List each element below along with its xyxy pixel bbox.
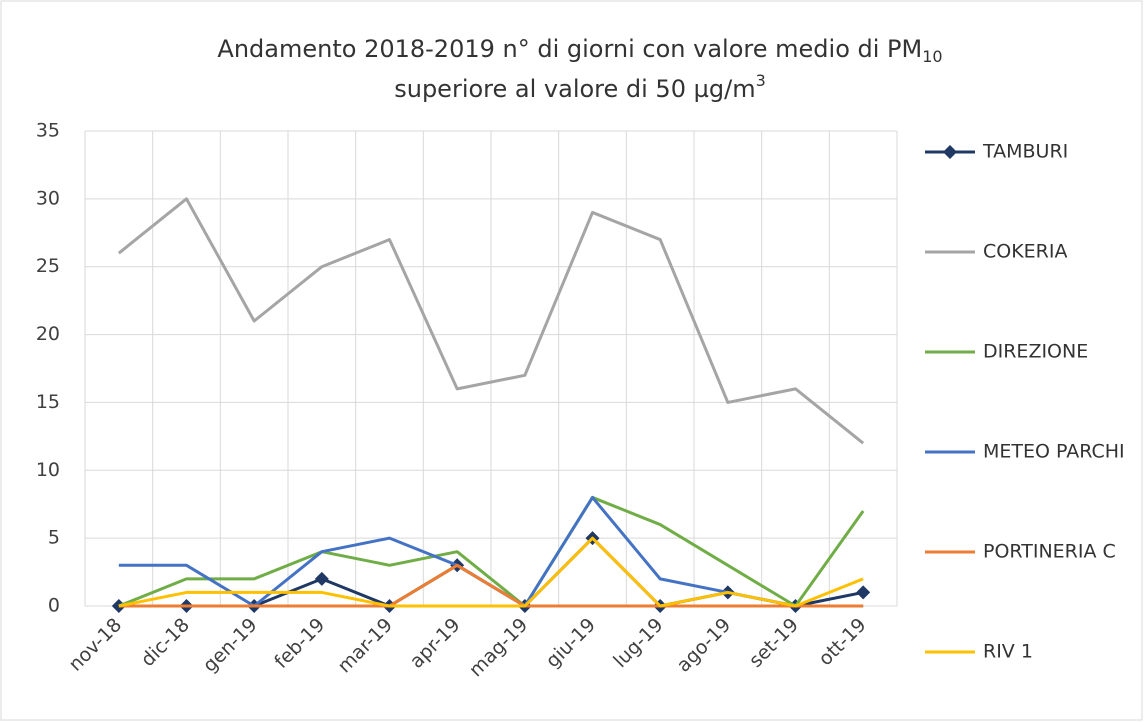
y-tick-label: 30 bbox=[36, 187, 60, 209]
series-marker bbox=[856, 585, 871, 600]
series-line bbox=[118, 536, 864, 608]
chart-title: superiore al valore di 50 µg/m3 bbox=[394, 71, 766, 104]
legend-label: PORTINERIA C bbox=[983, 541, 1116, 563]
title-superscript: 3 bbox=[756, 71, 766, 90]
series-line bbox=[118, 563, 864, 608]
legend-label: TAMBURI bbox=[982, 141, 1068, 163]
y-tick-label: 35 bbox=[36, 120, 60, 142]
series-line bbox=[118, 495, 865, 608]
title-line: Andamento 2018-2019 n° di giorni con val… bbox=[217, 35, 922, 63]
y-tick-label: 25 bbox=[36, 255, 60, 277]
legend-marker bbox=[943, 145, 957, 159]
y-tick-label: 20 bbox=[36, 323, 60, 345]
y-tick-label: 15 bbox=[36, 391, 60, 413]
series-line bbox=[117, 197, 865, 445]
y-tick-label: 5 bbox=[48, 527, 60, 549]
legend-label: METEO PARCHI bbox=[983, 441, 1125, 463]
y-tick-label: 0 bbox=[48, 595, 60, 617]
series-marker bbox=[314, 571, 329, 586]
legend-label: COKERIA bbox=[983, 241, 1068, 263]
title-subscript: 10 bbox=[922, 47, 942, 66]
title-line: superiore al valore di 50 µg/m bbox=[394, 75, 755, 103]
chart-title: Andamento 2018-2019 n° di giorni con val… bbox=[217, 35, 942, 66]
legend-label: DIREZIONE bbox=[983, 341, 1088, 363]
y-tick-label: 10 bbox=[36, 459, 60, 481]
legend-label: RIV 1 bbox=[983, 641, 1033, 663]
